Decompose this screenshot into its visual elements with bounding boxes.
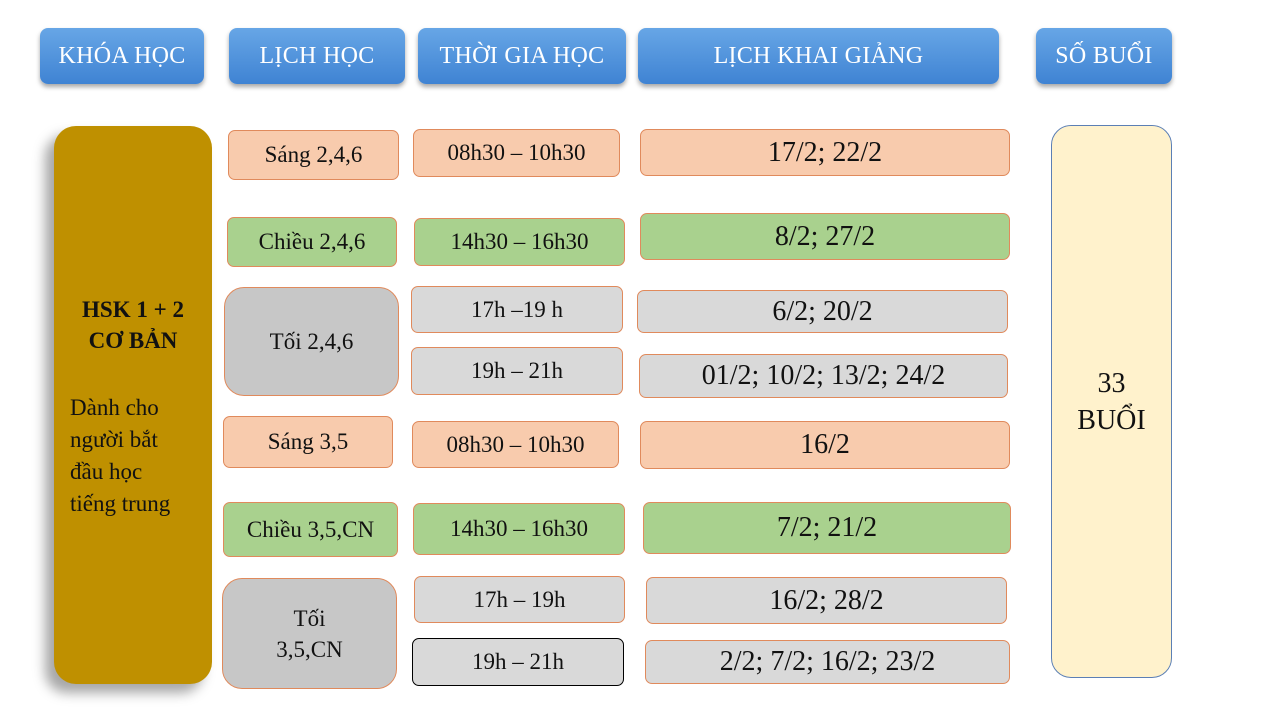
sessions-count: 33 bbox=[1097, 367, 1126, 399]
schedule-cell-line: 3,5,CN bbox=[276, 636, 343, 662]
header-opening: LỊCH KHAI GIẢNG bbox=[638, 28, 999, 84]
course-desc-line: đầu học bbox=[70, 459, 143, 484]
time-cell: 17h –19 h bbox=[411, 286, 623, 333]
time-cell: 17h – 19h bbox=[414, 576, 625, 623]
opening-cell: 16/2; 28/2 bbox=[646, 577, 1007, 624]
schedule-cell: Tối 2,4,6 bbox=[224, 287, 399, 396]
header-time: THỜI GIA HỌC bbox=[418, 28, 626, 84]
schedule-cell: Chiều 3,5,CN bbox=[223, 502, 398, 557]
opening-cell: 17/2; 22/2 bbox=[640, 129, 1010, 176]
course-desc-line: người bắt bbox=[70, 427, 158, 452]
course-description: Dành cho người bắt đầu học tiếng trung bbox=[70, 392, 204, 520]
course-desc-line: tiếng trung bbox=[70, 491, 171, 516]
header-course: KHÓA HỌC bbox=[40, 28, 204, 84]
schedule-cell: Sáng 3,5 bbox=[223, 416, 393, 468]
opening-cell: 6/2; 20/2 bbox=[637, 290, 1008, 333]
course-title-line: CƠ BẢN bbox=[88, 328, 178, 353]
sessions-unit: BUỔI bbox=[1077, 404, 1146, 436]
time-cell: 19h – 21h bbox=[412, 638, 624, 686]
schedule-cell: Chiều 2,4,6 bbox=[227, 217, 397, 267]
opening-cell: 8/2; 27/2 bbox=[640, 213, 1010, 260]
course-desc-line: Dành cho bbox=[70, 395, 159, 420]
opening-cell: 01/2; 10/2; 13/2; 24/2 bbox=[639, 354, 1008, 398]
header-sessions: SỐ BUỔI bbox=[1036, 28, 1172, 84]
time-cell: 14h30 – 16h30 bbox=[414, 218, 625, 266]
course-title: HSK 1 + 2 CƠ BẢN bbox=[54, 294, 212, 356]
schedule-cell: Sáng 2,4,6 bbox=[228, 130, 399, 180]
course-box: HSK 1 + 2 CƠ BẢN Dành cho người bắt đầu … bbox=[54, 126, 212, 684]
time-cell: 08h30 – 10h30 bbox=[412, 421, 619, 468]
sessions-box: 33 BUỔI bbox=[1051, 125, 1172, 678]
time-cell: 14h30 – 16h30 bbox=[413, 503, 625, 555]
opening-cell: 7/2; 21/2 bbox=[643, 502, 1011, 554]
time-cell: 19h – 21h bbox=[411, 347, 623, 395]
time-cell: 08h30 – 10h30 bbox=[413, 129, 620, 177]
header-schedule: LỊCH HỌC bbox=[229, 28, 405, 84]
opening-cell: 2/2; 7/2; 16/2; 23/2 bbox=[645, 640, 1010, 684]
schedule-cell-line: Tối bbox=[293, 605, 326, 631]
schedule-cell: Tối 3,5,CN bbox=[222, 578, 397, 689]
opening-cell: 16/2 bbox=[640, 421, 1010, 469]
course-title-line: HSK 1 + 2 bbox=[82, 297, 184, 322]
